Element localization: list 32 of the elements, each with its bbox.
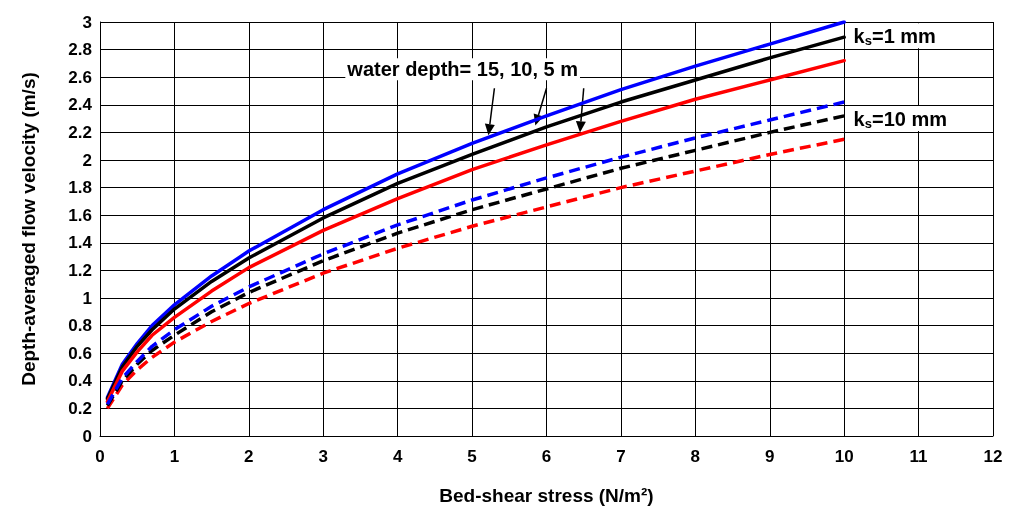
x-tick-label: 11 xyxy=(909,447,928,466)
x-tick-label: 2 xyxy=(244,447,254,466)
x-tick-label: 3 xyxy=(318,447,328,466)
y-tick-label: 2.6 xyxy=(68,67,92,87)
y-tick-label: 1.2 xyxy=(68,260,92,280)
y-tick-label: 0.8 xyxy=(68,316,92,336)
x-tick-label: 5 xyxy=(467,447,477,466)
x-tick-label: 7 xyxy=(616,447,626,466)
y-tick-label: 2 xyxy=(82,150,92,170)
y-tick-label: 0.4 xyxy=(68,371,93,391)
y-tick-label: 1.6 xyxy=(68,205,92,225)
y-tick-label: 0 xyxy=(82,426,92,446)
y-tick-label: 2.2 xyxy=(68,122,92,142)
x-tick-label: 1 xyxy=(169,447,180,466)
x-tick-label: 9 xyxy=(765,447,775,466)
y-tick-label: 3 xyxy=(82,12,92,32)
y-tick-label: 2.4 xyxy=(68,95,93,115)
y-tick-label: 1 xyxy=(82,288,92,308)
y-tick-label: 1.8 xyxy=(68,178,92,198)
y-tick-label: 0.2 xyxy=(68,398,92,418)
x-tick-label: 8 xyxy=(690,447,701,466)
x-tick-label: 0 xyxy=(95,447,105,466)
x-axis-title: Bed-shear stress (N/m²) xyxy=(439,485,654,506)
y-axis-title: Depth-averaged flow velocity (m/s) xyxy=(18,72,39,386)
y-tick-label: 0.6 xyxy=(68,343,92,363)
annotation: water depth= 15, 10, 5 m xyxy=(346,58,578,81)
x-tick-label: 12 xyxy=(983,447,1003,466)
x-tick-label: 6 xyxy=(541,447,552,466)
x-tick-label: 4 xyxy=(392,447,403,466)
y-tick-label: 1.4 xyxy=(68,233,93,253)
y-tick-label: 2.8 xyxy=(68,40,92,60)
x-tick-label: 10 xyxy=(834,447,854,466)
